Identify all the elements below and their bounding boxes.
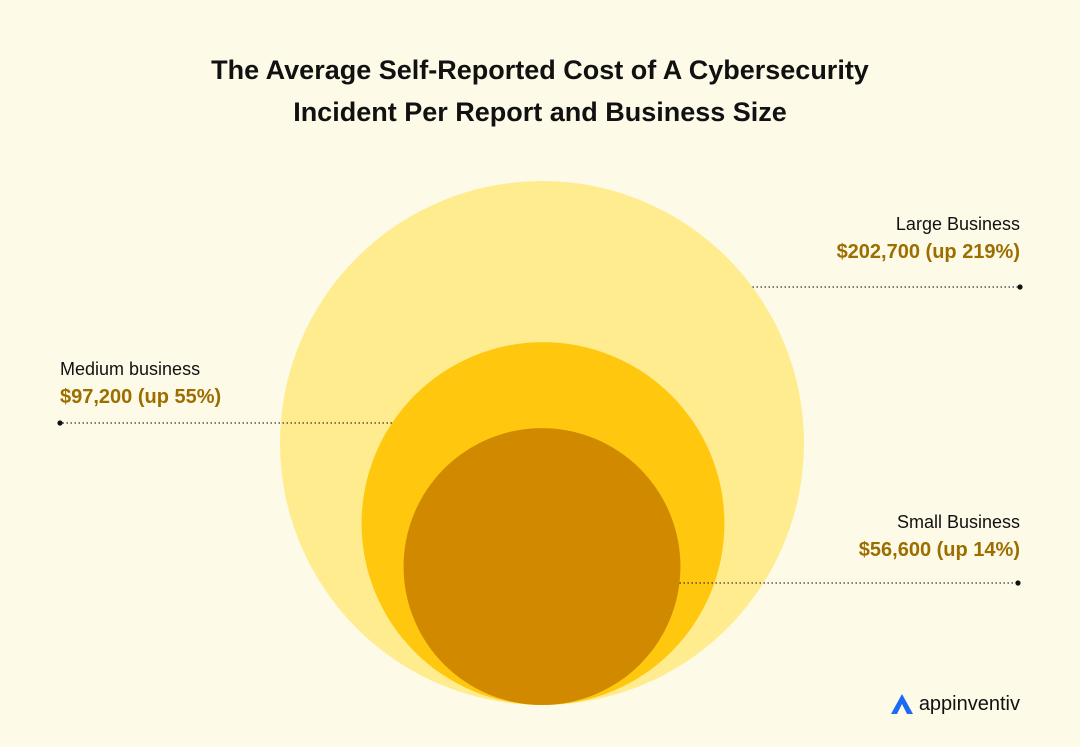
label-small-business: Small Business $56,600 (up 14%): [859, 510, 1020, 564]
brand-name: appinventiv: [918, 692, 1020, 715]
chart-title-line-1: The Average Self-Reported Cost of A Cybe…: [211, 55, 869, 85]
series-name-large: Large Business: [895, 214, 1020, 234]
series-value-medium: $97,200 (up 55%): [60, 386, 222, 408]
series-value-large: $202,700 (up 219%): [836, 241, 1020, 263]
triangle-a-icon: [890, 694, 913, 714]
series-value-small: $56,600 (up 14%): [858, 539, 1020, 561]
series-name-medium: Medium business: [60, 359, 201, 379]
label-medium-business: Medium business $97,200 (up 55%): [60, 357, 221, 411]
bubble-small: [403, 428, 681, 705]
leader-dot-medium: [57, 420, 63, 426]
series-name-small: Small Business: [896, 512, 1020, 532]
leader-dot-large: [1017, 284, 1023, 290]
leader-dot-small: [1015, 580, 1021, 586]
brand-logo: appinventiv: [889, 692, 1020, 716]
label-large-business: Large Business $202,700 (up 219%): [837, 212, 1020, 266]
chart-title-line-2: Incident Per Report and Business Size: [293, 97, 787, 127]
